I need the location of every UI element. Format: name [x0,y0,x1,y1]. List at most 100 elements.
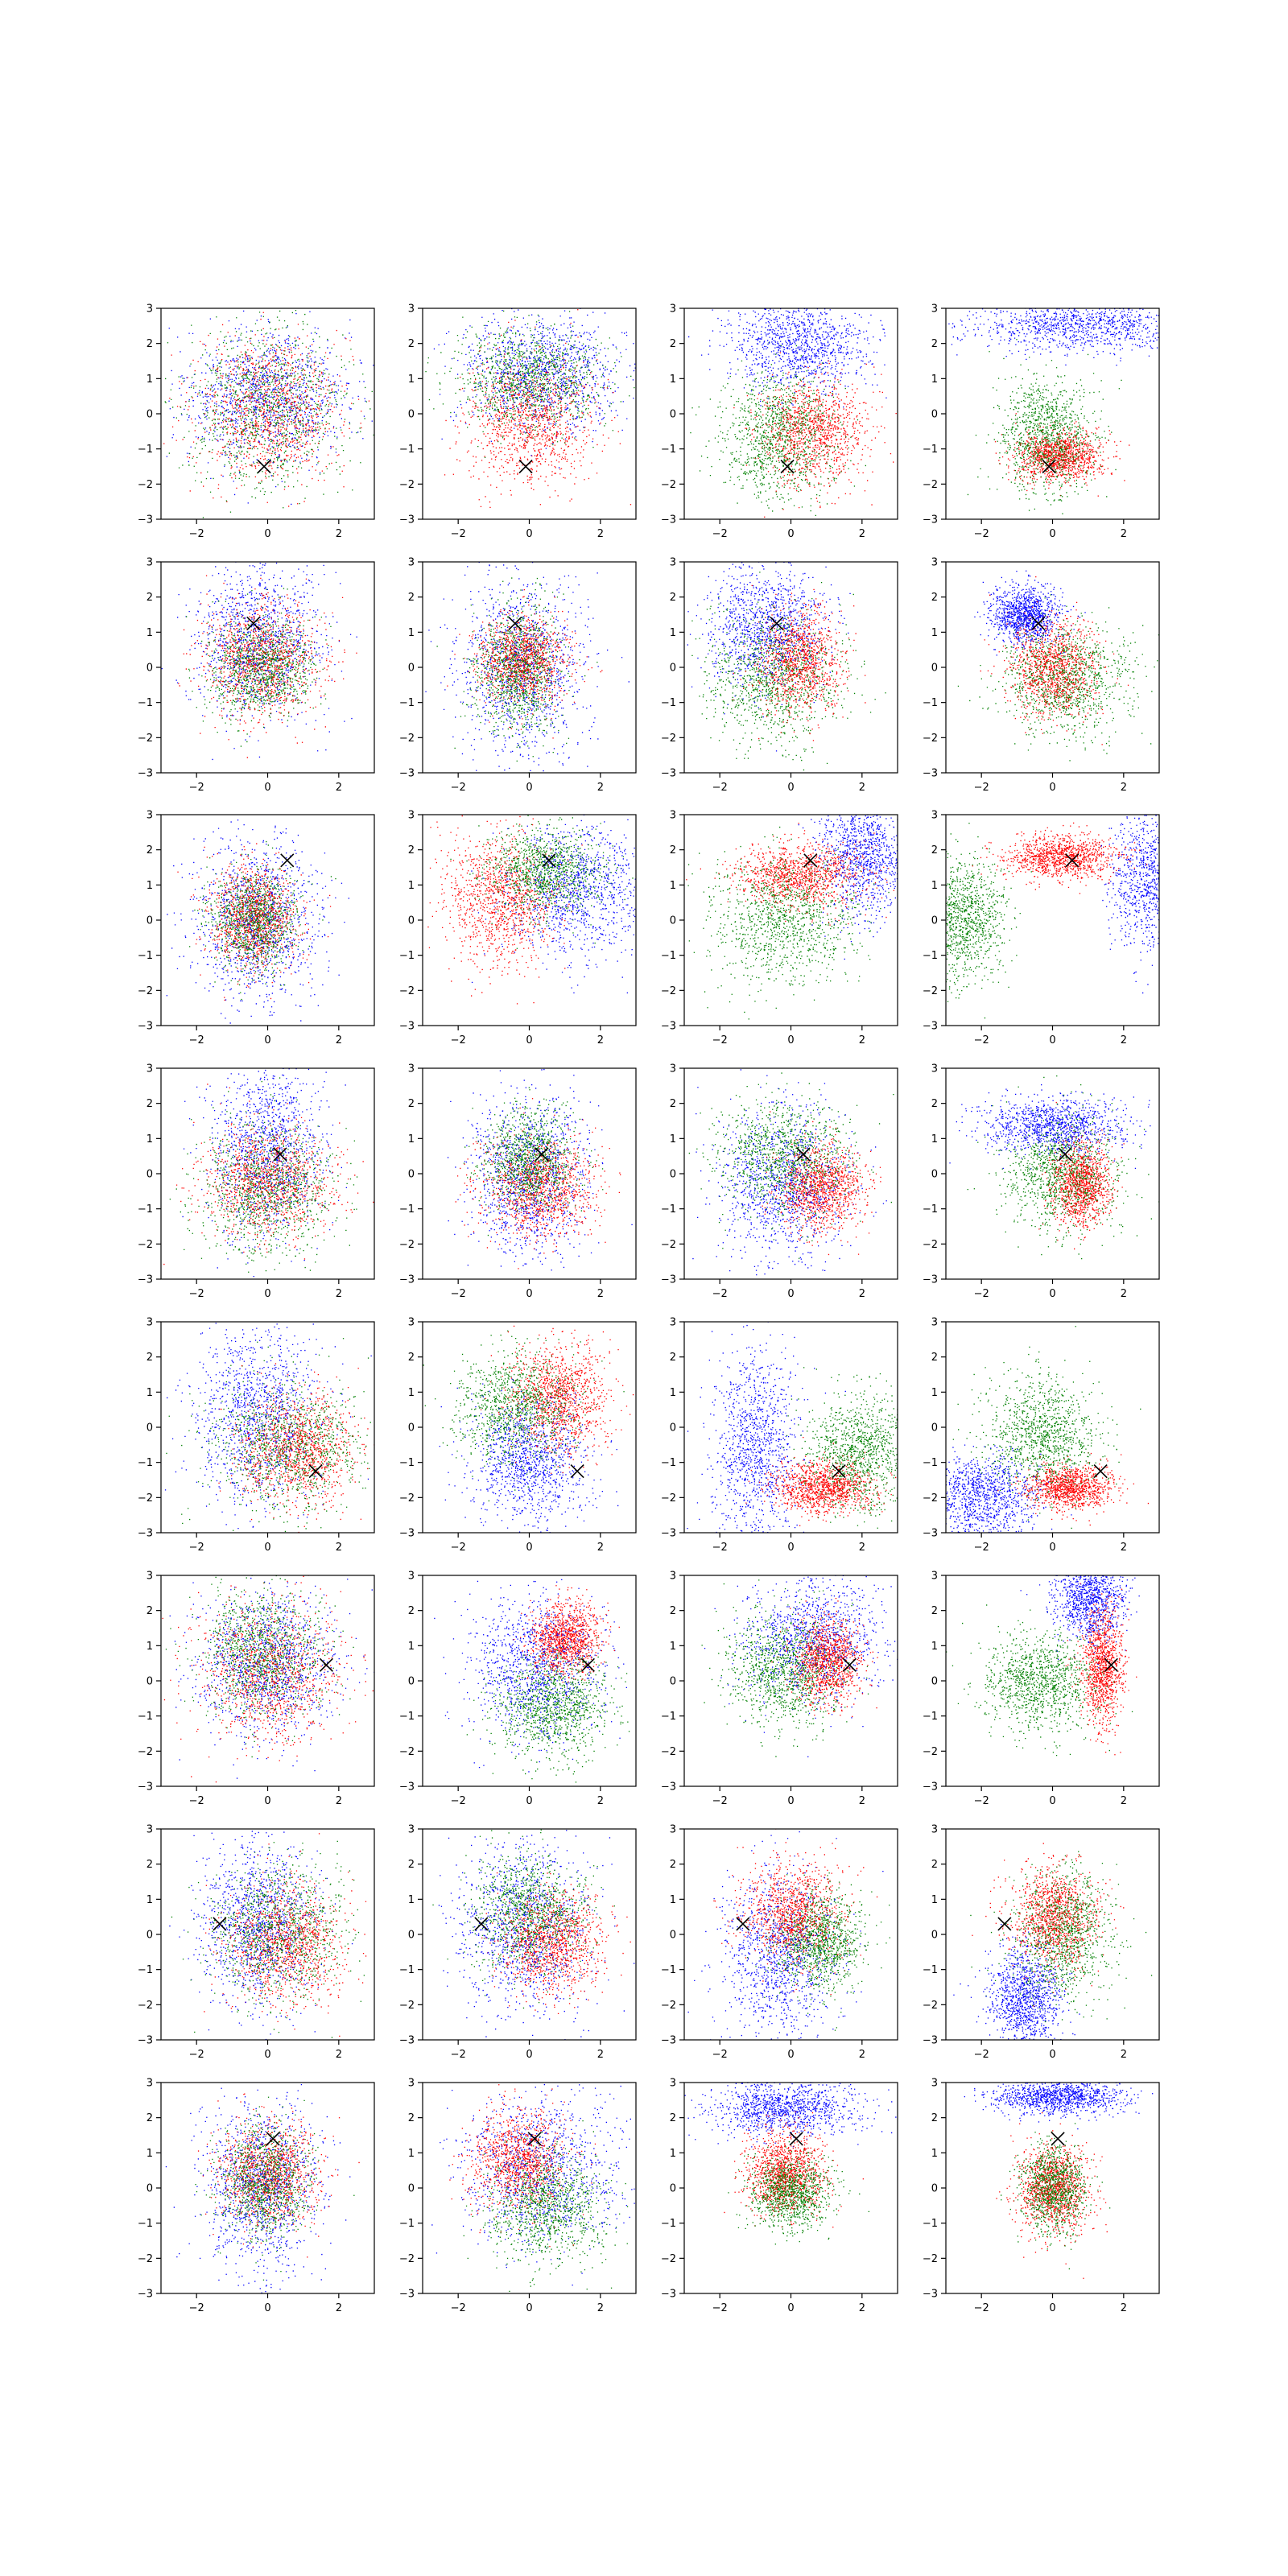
series-2-points [429,819,565,1004]
y-tick-label: 1 [931,880,938,892]
y-tick-label: 0 [670,663,676,675]
y-tick-label: 0 [147,409,153,421]
series-2-points [522,1585,615,1696]
y-tick-label: −3 [923,2289,938,2301]
y-tick-label: −2 [138,1239,153,1251]
x-tick-label: 0 [526,1542,532,1554]
x-tick-label: −2 [712,1795,728,1807]
y-tick-label: 3 [408,1063,415,1075]
series-3-points [980,609,1171,774]
x-marker [1094,1465,1107,1478]
y-tick-label: 2 [931,338,938,350]
y-tick-label: 3 [408,810,415,822]
y-tick-label: 1 [408,1387,415,1399]
y-tick-label: −3 [923,2035,938,2047]
series-1-points [156,807,349,1022]
y-tick-label: 3 [408,2078,415,2090]
x-marker [274,1148,287,1161]
x-marker [1051,2132,1064,2145]
x-tick-label: 2 [336,528,342,540]
y-tick-label: −3 [661,1781,676,1794]
x-tick-label: 0 [1049,1795,1055,1807]
y-tick-label: 2 [147,1605,153,1617]
series-1-points [715,1563,903,1757]
y-tick-label: −1 [138,1457,153,1469]
series-3-points [169,1338,397,1550]
series-2-points [733,598,855,723]
series-3-points [791,1373,939,1526]
y-tick-label: 3 [931,557,938,569]
y-tick-label: 0 [147,1169,153,1181]
x-marker [581,1658,594,1671]
series-3-points [479,823,625,934]
scatter-points [682,1828,890,2084]
y-tick-label: 3 [931,2078,938,2090]
x-marker [519,460,532,473]
series-3-points [455,589,575,753]
y-tick-label: −1 [138,697,153,709]
axes-frame [423,1068,636,1279]
series-3-points [974,1092,1141,1255]
series-1-points [712,290,900,409]
scatter-points [686,766,931,1020]
y-tick-label: −1 [661,950,676,962]
series-1-points [687,530,839,705]
y-tick-label: −2 [138,1746,153,1758]
y-tick-label: 0 [408,663,415,675]
y-tick-label: −2 [661,2000,676,2012]
x-marker [790,2132,803,2145]
y-tick-label: 3 [147,1824,153,1836]
y-tick-label: 3 [931,1571,938,1583]
y-tick-label: 1 [147,1641,153,1653]
x-tick-label: 0 [1049,782,1055,794]
y-tick-label: 0 [408,2183,415,2195]
y-tick-label: −1 [661,444,676,456]
y-tick-label: 2 [408,1605,415,1617]
y-tick-label: 2 [408,592,415,604]
series-1-points [475,781,678,993]
axes-frame [684,815,898,1026]
x-marker [998,1918,1011,1930]
y-tick-label: −2 [399,1239,415,1251]
scatter-points [670,2066,906,2245]
y-tick-label: 3 [147,1063,153,1075]
y-tick-label: −1 [661,2218,676,2230]
series-1-points [444,526,598,781]
series-3-points [696,353,858,507]
series-1-points [448,1567,619,1760]
x-marker [266,2132,279,2145]
y-tick-label: −2 [923,1492,938,1505]
x-tick-label: 2 [336,2302,342,2314]
x-marker [804,854,817,867]
y-tick-label: −1 [138,1203,153,1216]
y-tick-label: −1 [661,1203,676,1216]
y-tick-label: 1 [147,1387,153,1399]
y-tick-label: 1 [408,374,415,386]
series-1-points [190,1030,342,1250]
series-1-points [894,1446,1042,1542]
y-tick-label: 2 [147,1352,153,1364]
series-1-points [1100,793,1204,985]
series-3-points [471,1089,593,1220]
y-tick-label: −3 [661,2289,676,2301]
y-tick-label: −1 [399,2218,415,2230]
series-2-points [430,811,571,990]
y-tick-label: −2 [138,985,153,997]
x-tick-label: 0 [264,1034,270,1046]
y-tick-label: 0 [931,2183,938,2195]
series-1-points [951,296,1209,360]
x-tick-label: −2 [451,2302,466,2314]
series-3-points [165,296,361,530]
y-tick-label: 0 [931,1422,938,1435]
y-tick-label: −3 [138,2289,153,2301]
series-2-points [449,2078,596,2248]
y-tick-label: 0 [147,663,153,675]
series-3-points [181,1347,371,1537]
x-tick-label: 0 [787,1542,794,1554]
